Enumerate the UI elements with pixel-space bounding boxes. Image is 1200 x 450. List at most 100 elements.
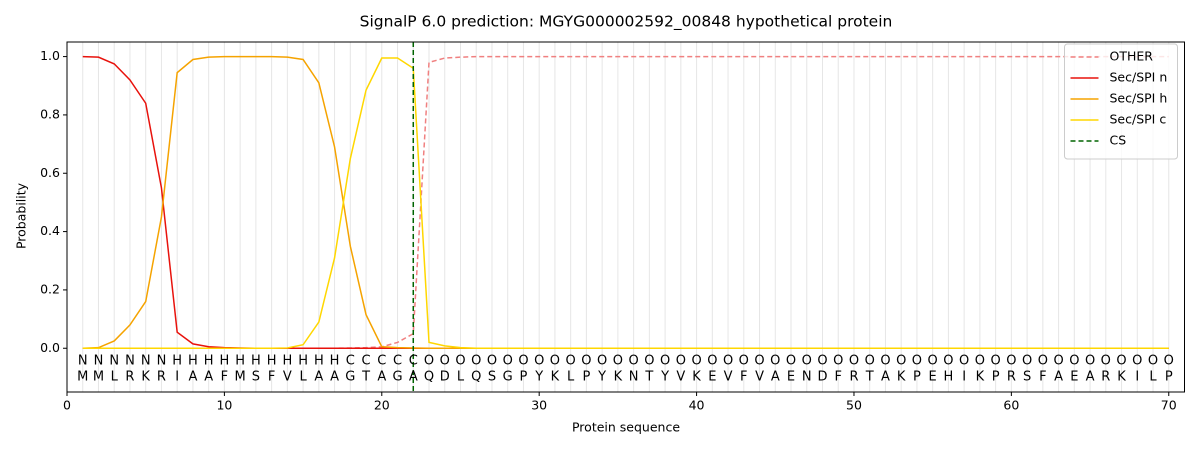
residue: P bbox=[913, 370, 921, 385]
region-label: O bbox=[786, 354, 796, 369]
region-label: O bbox=[424, 354, 434, 369]
y-tick-label: 1.0 bbox=[40, 48, 60, 63]
residue: F bbox=[834, 370, 841, 385]
legend-label: CS bbox=[1110, 133, 1127, 148]
region-label: O bbox=[1132, 354, 1142, 369]
residue: G bbox=[503, 370, 513, 385]
region-label: H bbox=[267, 354, 277, 369]
region-label: O bbox=[975, 354, 985, 369]
series-line bbox=[82, 55, 1169, 349]
region-label: O bbox=[849, 354, 859, 369]
residue: F bbox=[268, 370, 275, 385]
residue: P bbox=[992, 370, 1000, 385]
residue: I bbox=[175, 370, 179, 385]
region-label: O bbox=[991, 354, 1001, 369]
residue: G bbox=[392, 370, 402, 385]
region-label: O bbox=[1085, 354, 1095, 369]
y-axis-label: Probability bbox=[14, 182, 29, 249]
region-label: O bbox=[865, 354, 875, 369]
residue: R bbox=[849, 370, 858, 385]
legend-label: Sec/SPI h bbox=[1110, 91, 1168, 106]
region-label: N bbox=[157, 354, 167, 369]
residue: A bbox=[409, 370, 418, 385]
region-label: O bbox=[455, 354, 465, 369]
residue: T bbox=[644, 370, 653, 385]
region-label: N bbox=[94, 354, 104, 369]
x-tick-label: 60 bbox=[1003, 398, 1019, 413]
residue: V bbox=[283, 370, 292, 385]
residue: S bbox=[1023, 370, 1031, 385]
residue: L bbox=[299, 370, 307, 385]
axes-frame bbox=[66, 41, 1185, 393]
residue: P bbox=[1165, 370, 1173, 385]
residue: A bbox=[881, 370, 890, 385]
residue: S bbox=[252, 370, 260, 385]
series-line bbox=[82, 55, 1169, 349]
residue: K bbox=[141, 370, 150, 385]
region-label: O bbox=[739, 354, 749, 369]
residue: P bbox=[582, 370, 590, 385]
residue: F bbox=[1039, 370, 1046, 385]
residue: M bbox=[77, 370, 88, 385]
residue: N bbox=[629, 370, 639, 385]
region-label: O bbox=[613, 354, 623, 369]
region-label: O bbox=[1101, 354, 1111, 369]
residue: K bbox=[897, 370, 906, 385]
residue: S bbox=[488, 370, 496, 385]
y-tick-label: 0.6 bbox=[40, 165, 60, 180]
y-tick-label: 0.8 bbox=[40, 106, 60, 121]
region-label: H bbox=[330, 354, 340, 369]
region-label: O bbox=[1038, 354, 1048, 369]
region-label: O bbox=[503, 354, 513, 369]
x-tick-label: 0 bbox=[63, 398, 71, 413]
residue: T bbox=[361, 370, 370, 385]
y-tick-label: 0.0 bbox=[40, 340, 60, 355]
region-label: O bbox=[928, 354, 938, 369]
residue: K bbox=[551, 370, 560, 385]
legend-label: OTHER bbox=[1110, 49, 1154, 64]
region-label: O bbox=[471, 354, 481, 369]
residue: Y bbox=[534, 370, 543, 385]
residue: A bbox=[771, 370, 780, 385]
residue: M bbox=[235, 370, 246, 385]
residue: R bbox=[157, 370, 166, 385]
region-label: O bbox=[676, 354, 686, 369]
region-label: H bbox=[235, 354, 245, 369]
region-label: C bbox=[409, 354, 418, 369]
region-label: O bbox=[440, 354, 450, 369]
residue: E bbox=[929, 370, 937, 385]
region-label: O bbox=[880, 354, 890, 369]
region-label: O bbox=[1053, 354, 1063, 369]
residue: M bbox=[93, 370, 104, 385]
residue: V bbox=[755, 370, 764, 385]
region-label: O bbox=[959, 354, 969, 369]
region-label: C bbox=[377, 354, 386, 369]
region-label: H bbox=[282, 354, 292, 369]
x-tick-label: 50 bbox=[846, 398, 862, 413]
region-label: O bbox=[566, 354, 576, 369]
region-label: N bbox=[109, 354, 119, 369]
region-label: O bbox=[534, 354, 544, 369]
region-label: O bbox=[833, 354, 843, 369]
residue: K bbox=[692, 370, 701, 385]
residue: E bbox=[1070, 370, 1078, 385]
residue: L bbox=[567, 370, 575, 385]
residue: A bbox=[314, 370, 323, 385]
region-label: O bbox=[629, 354, 639, 369]
x-tick-label: 20 bbox=[374, 398, 390, 413]
region-label: O bbox=[518, 354, 528, 369]
residue: Q bbox=[424, 370, 434, 385]
legend-label: Sec/SPI n bbox=[1110, 70, 1168, 85]
residue: F bbox=[221, 370, 228, 385]
region-label: H bbox=[298, 354, 308, 369]
residue: I bbox=[1135, 370, 1139, 385]
residue: G bbox=[345, 370, 355, 385]
residue: R bbox=[1101, 370, 1110, 385]
residue: A bbox=[204, 370, 213, 385]
region-label: H bbox=[188, 354, 198, 369]
region-label: C bbox=[346, 354, 355, 369]
region-label: O bbox=[770, 354, 780, 369]
region-label: O bbox=[1148, 354, 1158, 369]
